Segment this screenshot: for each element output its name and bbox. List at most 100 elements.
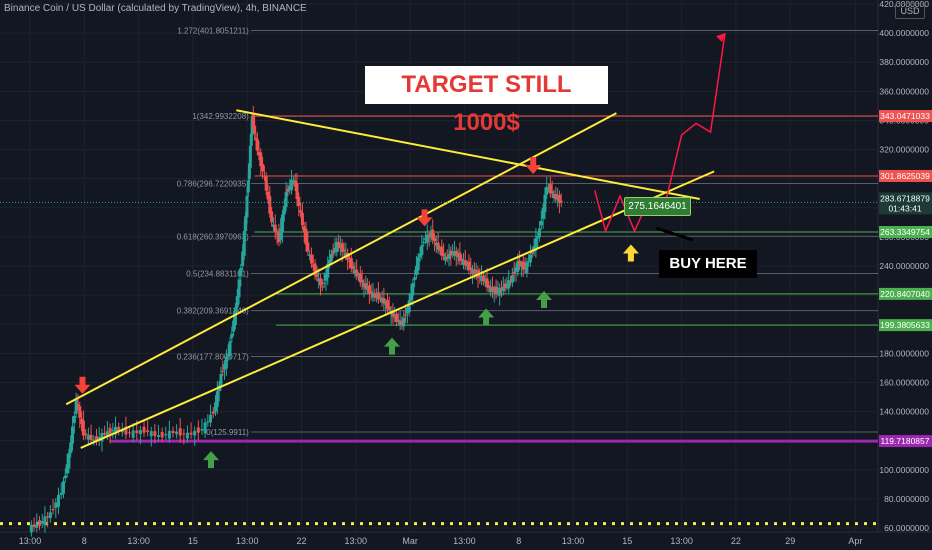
candle-body-258 <box>557 194 561 204</box>
level-tag-4 <box>879 319 932 332</box>
candle-body-158 <box>376 292 380 300</box>
arrow-down-red-2 <box>525 157 542 175</box>
candle-body-13 <box>63 475 67 479</box>
projection-arrowhead <box>716 33 726 43</box>
candle-body-118 <box>304 228 308 245</box>
candle-body-198 <box>449 250 453 256</box>
candle-body-40 <box>131 430 135 438</box>
candle-body-241 <box>527 261 531 263</box>
candle-body-243 <box>530 251 534 254</box>
y-tick-label-420: 420.0000000 <box>879 0 929 9</box>
candle-body-122 <box>311 264 315 267</box>
level-tag-1 <box>879 169 932 182</box>
candle-body-85 <box>248 145 252 168</box>
candle-body-194 <box>442 253 446 257</box>
candle-body-178 <box>413 277 417 280</box>
candle-body-254 <box>550 191 554 194</box>
candle-body-70 <box>224 356 228 369</box>
candle-body-81 <box>244 216 248 232</box>
candle-body-133 <box>331 250 335 254</box>
candle-body-233 <box>512 271 516 275</box>
y-tick-label-100: 100.0000000 <box>879 465 929 475</box>
candle-body-139 <box>342 249 346 252</box>
candle-body-217 <box>483 281 487 283</box>
x-tick-label-14: 29 <box>785 536 795 546</box>
candle-body-155 <box>371 292 375 298</box>
candle-body-152 <box>366 288 370 291</box>
candle-body-57 <box>193 430 197 436</box>
candle-body-83 <box>246 180 250 193</box>
candle-body-106 <box>282 205 286 215</box>
candle-body-220 <box>489 286 493 293</box>
candle-body-117 <box>302 226 306 233</box>
candle-body-59 <box>200 429 204 431</box>
level-tag-label-1: 301.8625039 <box>880 171 930 181</box>
candle-body-182 <box>420 245 424 256</box>
level-tag-5 <box>879 435 932 448</box>
candle-body-121 <box>309 254 313 264</box>
candle-body-112 <box>293 180 297 187</box>
candle-body-240 <box>525 262 529 274</box>
candle-body-150 <box>362 283 366 288</box>
candle-body-3 <box>38 520 42 526</box>
currency-button[interactable]: USD <box>895 3 925 19</box>
candle-body-187 <box>429 232 433 238</box>
candle-body-134 <box>333 247 337 252</box>
candle-body-19 <box>74 399 78 414</box>
candle-body-102 <box>275 233 279 235</box>
trendline-channel-upper <box>65 112 617 406</box>
price-callout: 275.1646401 <box>624 197 691 216</box>
candle-body-202 <box>456 255 460 258</box>
trendline-descending-resistance <box>236 109 700 201</box>
arrow-up-green-5 <box>478 308 495 326</box>
candle-body-144 <box>351 266 355 269</box>
candle-body-90 <box>254 137 258 140</box>
candle-body-180 <box>416 257 420 271</box>
candle-body-232 <box>510 275 514 283</box>
candle-body-46 <box>153 431 157 436</box>
x-tick-label-5: 22 <box>296 536 306 546</box>
candle-body-251 <box>545 187 549 195</box>
candle-body-114 <box>297 196 301 206</box>
candle-body-132 <box>329 253 333 261</box>
candle-body-175 <box>407 300 411 313</box>
candle-body-15 <box>67 453 71 469</box>
buy-here-annotation: BUY HERE <box>659 250 757 278</box>
candle-body-29 <box>97 437 101 439</box>
candle-body-119 <box>306 242 310 252</box>
candle-body-166 <box>391 310 395 317</box>
candle-body-142 <box>347 260 351 262</box>
candle-body-91 <box>255 139 259 151</box>
candle-body-242 <box>528 254 532 263</box>
x-tick-label-12: 13:00 <box>670 536 693 546</box>
candle-body-143 <box>349 257 353 269</box>
level-tag-label-4: 199.3805633 <box>880 320 930 330</box>
candle-body-120 <box>308 254 312 256</box>
candle-body-34 <box>111 430 115 432</box>
candle-body-41 <box>135 430 139 434</box>
candle-body-37 <box>120 430 124 433</box>
candle-body-219 <box>487 285 491 288</box>
candle-body-105 <box>280 214 284 233</box>
candle-body-58 <box>196 427 200 433</box>
candle-body-111 <box>291 179 295 181</box>
candle-body-69 <box>223 364 227 370</box>
candle-body-244 <box>532 245 536 252</box>
countdown-label: 01:43:41 <box>888 203 921 213</box>
candle-body-25 <box>86 434 90 440</box>
candle-body-137 <box>338 246 342 249</box>
candle-body-24 <box>84 433 88 436</box>
candle-body-50 <box>167 430 171 439</box>
x-tick-label-13: 22 <box>731 536 741 546</box>
candle-body-124 <box>315 273 319 277</box>
candle-body-234 <box>514 267 518 272</box>
x-tick-label-15: Apr <box>848 536 862 546</box>
arrow-down-red-1 <box>416 209 433 227</box>
fib-label-7: 0(125.9911) <box>206 428 249 437</box>
candle-body-215 <box>480 275 484 281</box>
candle-body-226 <box>500 287 504 291</box>
candle-body-101 <box>273 224 277 233</box>
candle-body-14 <box>65 464 69 474</box>
candle-body-227 <box>501 286 505 292</box>
candle-body-185 <box>425 234 429 243</box>
